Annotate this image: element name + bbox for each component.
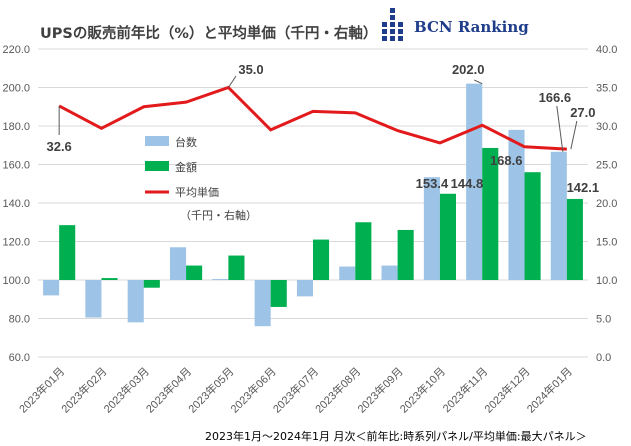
- amount-bar: [355, 222, 372, 280]
- data-label: 142.1: [567, 180, 600, 195]
- chart-title: UPSの販売前年比（%）と平均単価（千円・右軸）: [40, 26, 378, 42]
- y-tick-label: 180.0: [2, 121, 30, 133]
- units-bar: [339, 266, 356, 280]
- units-bar: [85, 280, 102, 318]
- data-label: 202.0: [452, 62, 485, 77]
- footer-note: 2023年1月～2024年1月 月次＜前年比:時系列パネル/平均単価:最大パネル…: [205, 430, 587, 443]
- leader-line: [227, 75, 237, 88]
- units-bar: [550, 151, 567, 280]
- y2-tick-label: 25.0: [596, 160, 617, 172]
- units-bar: [381, 265, 398, 280]
- data-label: 144.8: [451, 176, 484, 191]
- amount-bar: [566, 198, 583, 280]
- leader-line: [556, 105, 564, 152]
- amount-bar: [270, 280, 287, 307]
- y2-tick-label: 35.0: [596, 83, 617, 95]
- y-tick-label: 220.0: [2, 44, 30, 56]
- x-tick-label: 2024年01月: [524, 364, 575, 415]
- price-line: [58, 85, 567, 151]
- logo-grid-icon: [382, 8, 403, 41]
- amount-bar: [228, 255, 245, 280]
- units-bar: [43, 280, 60, 296]
- units-bar: [296, 280, 313, 297]
- data-label: 166.6: [539, 90, 572, 105]
- y-tick-label: 60.0: [9, 352, 30, 364]
- y-tick-label: 160.0: [2, 160, 30, 172]
- y2-tick-label: 15.0: [596, 237, 617, 249]
- y-tick-label: 120.0: [2, 237, 30, 249]
- y2-tick-label: 0.0: [596, 352, 611, 364]
- legend-label-price-sub: （千円・右軸）: [180, 208, 257, 222]
- y-tick-label: 80.0: [9, 314, 30, 326]
- amount-bar: [313, 239, 330, 280]
- amount-bar: [524, 172, 541, 280]
- y2-tick-label: 20.0: [596, 198, 617, 210]
- bcn-logo: BCN Ranking: [378, 8, 529, 46]
- y-tick-label: 200.0: [2, 83, 30, 95]
- y2-tick-label: 10.0: [596, 275, 617, 287]
- data-label: 153.4: [416, 176, 449, 191]
- units-bar: [466, 83, 483, 281]
- amount-bar: [59, 225, 76, 280]
- data-label: 32.6: [46, 139, 71, 154]
- data-label: 27.0: [570, 105, 595, 120]
- amount-bar: [482, 147, 499, 280]
- legend-swatch-amount: [145, 161, 169, 171]
- leader-line: [570, 120, 578, 150]
- legend-swatch-units: [145, 136, 169, 146]
- units-bar: [127, 280, 144, 323]
- amount-bar: [186, 265, 203, 280]
- y2-tick-label: 40.0: [596, 44, 617, 56]
- units-bar: [254, 280, 271, 327]
- logo-text: BCN Ranking: [414, 18, 529, 36]
- data-label: 168.6: [490, 153, 523, 168]
- amount-bar: [397, 229, 414, 280]
- data-label: 35.0: [238, 62, 263, 77]
- x-tick-label: 2023年10月: [397, 364, 448, 415]
- leader-line: [474, 79, 483, 85]
- units-bar: [170, 247, 187, 280]
- amount-bar: [143, 280, 160, 288]
- y2-tick-label: 30.0: [596, 121, 617, 133]
- amount-bar: [101, 278, 118, 280]
- units-bar: [212, 279, 229, 281]
- legend-label-amount: 金額: [175, 160, 197, 174]
- amount-bar: [439, 193, 456, 280]
- units-bar: [423, 177, 440, 280]
- legend-label-price: 平均単価: [175, 185, 219, 199]
- y2-tick-label: 5.0: [596, 314, 611, 326]
- legend-label-units: 台数: [175, 135, 197, 149]
- y-tick-label: 140.0: [2, 198, 30, 210]
- units-bar: [508, 129, 525, 280]
- y-tick-label: 100.0: [2, 275, 30, 287]
